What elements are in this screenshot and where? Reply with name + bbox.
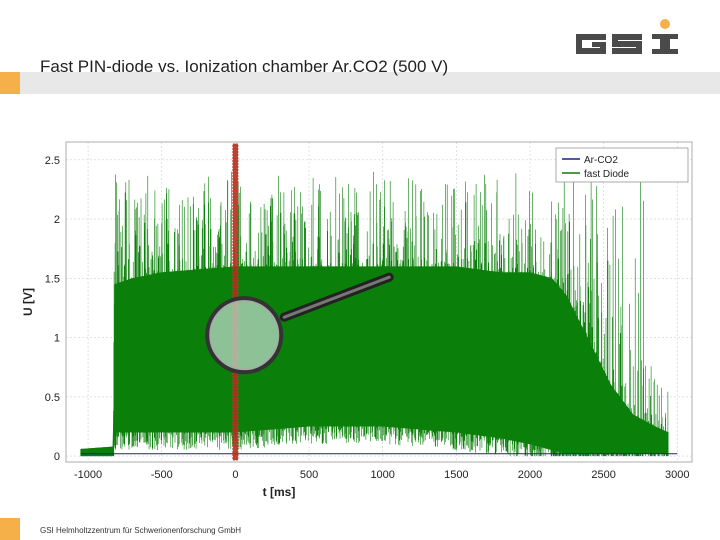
y-axis-label: U [V]: [21, 288, 35, 316]
y-tick-label: 1: [54, 333, 60, 345]
x-tick-label: 1000: [370, 469, 394, 481]
chart-annotations: [205, 143, 394, 461]
y-tick-label: 0: [54, 451, 60, 463]
chart-legend: Ar-CO2 fast Diode: [555, 147, 689, 183]
chart-series: [80, 171, 678, 457]
footer-text: GSI Helmholtzzentrum für Schwerionenfors…: [40, 526, 241, 535]
y-tick-label: 1.5: [45, 273, 60, 285]
y-tick-label: 0.5: [45, 392, 60, 404]
slide-title: Fast PIN-diode vs. Ionization chamber Ar…: [40, 57, 449, 76]
x-tick-label: 0: [232, 469, 238, 481]
x-tick-label: 3000: [665, 469, 689, 481]
legend-entry: fast Diode: [584, 169, 629, 180]
title-bar: [0, 72, 720, 94]
x-tick-label: -1000: [74, 469, 102, 481]
x-tick-label: 1500: [444, 469, 468, 481]
x-tick-label: 500: [300, 469, 318, 481]
fast-diode-series: [80, 171, 669, 457]
x-tick-label: 2000: [518, 469, 542, 481]
gsi-logo: [576, 19, 678, 54]
magnifier-icon: [205, 272, 394, 375]
footer-accent: [0, 518, 20, 540]
y-tick-label: 2.5: [45, 155, 60, 167]
title-accent: [0, 72, 20, 94]
legend-box: [555, 147, 689, 183]
magnifier-handle-highlight: [282, 275, 391, 319]
x-tick-label: 2500: [591, 469, 615, 481]
x-tick-label: -500: [151, 469, 173, 481]
magnifier-lens: [205, 296, 284, 375]
legend-entry: Ar-CO2: [584, 155, 618, 166]
magnifier-rim: [209, 300, 279, 370]
chart-ticks: -1000 -500 0 500 1000 1500 2000 2500 3000 0 0.5 1 1.…: [45, 155, 690, 481]
x-axis-label: t [ms]: [263, 485, 296, 499]
plot-frame: [65, 141, 693, 463]
y-tick-label: 2: [54, 214, 60, 226]
